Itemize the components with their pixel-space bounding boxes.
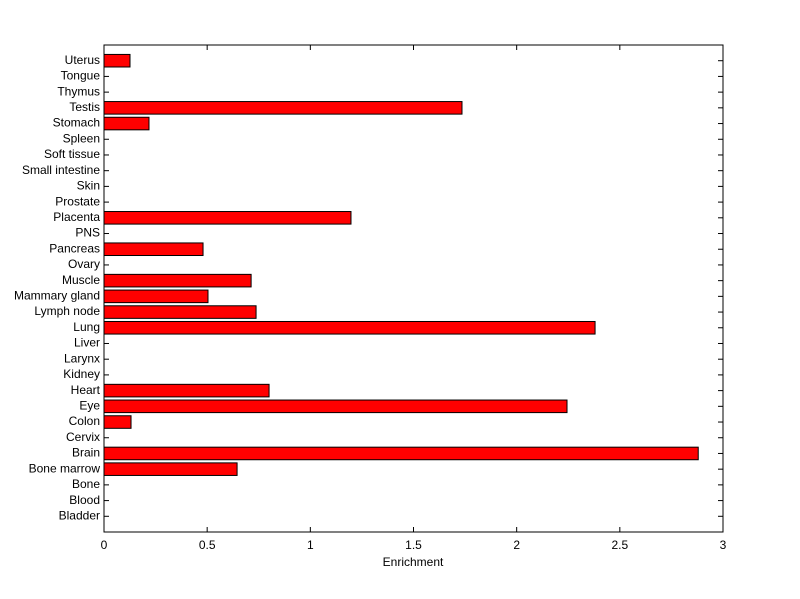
y-tick-label: Skin	[77, 179, 100, 193]
y-tick-label: PNS	[75, 226, 100, 240]
y-tick-label: Liver	[74, 336, 100, 350]
x-tick-label: 3	[720, 538, 727, 552]
y-tick-label: Blood	[69, 493, 100, 507]
y-tick-label: Lung	[73, 320, 100, 334]
x-axis-label: Enrichment	[383, 555, 444, 569]
y-tick-label: Muscle	[62, 273, 100, 287]
bar	[103, 462, 238, 476]
y-tick-label: Bladder	[59, 508, 100, 522]
y-tick-label: Prostate	[55, 194, 100, 208]
y-tick-label: Pancreas	[49, 241, 100, 255]
y-tick-label: Mammary gland	[14, 289, 100, 303]
y-tick-label: Brain	[72, 446, 100, 460]
bar	[103, 320, 596, 335]
bar	[103, 101, 463, 115]
x-tick-label: 1	[307, 538, 314, 552]
x-tick-label: 2.5	[611, 538, 628, 552]
x-tick-label: 2	[513, 538, 520, 552]
y-tick-label: Heart	[71, 383, 101, 397]
y-tick-label: Eye	[79, 398, 100, 412]
x-tick-label: 0	[101, 538, 108, 552]
bar	[103, 211, 352, 225]
y-tick-label: Kidney	[63, 367, 100, 381]
bar	[103, 289, 209, 304]
y-tick-label: Uterus	[65, 53, 100, 67]
bar	[103, 116, 150, 131]
y-tick-label: Tongue	[61, 69, 101, 83]
y-tick-label: Bone	[72, 477, 100, 491]
bar	[103, 242, 204, 257]
y-tick-label: Soft tissue	[44, 147, 100, 161]
y-tick-label: Lymph node	[34, 304, 100, 318]
y-tick-label: Colon	[69, 414, 100, 428]
y-tick-label: Stomach	[53, 116, 100, 130]
y-tick-label: Testis	[69, 100, 100, 114]
bar	[103, 305, 257, 319]
y-tick-label: Thymus	[57, 84, 100, 98]
bar	[103, 53, 131, 68]
bar	[103, 383, 270, 398]
bar	[103, 446, 699, 461]
x-tick-label: 0.5	[199, 538, 216, 552]
y-tick-label: Spleen	[63, 131, 100, 145]
y-tick-label: Bone marrow	[29, 461, 101, 475]
bar	[103, 273, 252, 288]
bar	[103, 399, 568, 414]
y-tick-label: Larynx	[64, 351, 100, 365]
bar	[103, 415, 132, 429]
y-tick-label: Placenta	[53, 210, 100, 224]
y-tick-label: Small intestine	[22, 163, 100, 177]
y-tick-label: Cervix	[66, 430, 100, 444]
y-tick-label: Ovary	[68, 257, 100, 271]
x-tick-label: 1.5	[405, 538, 422, 552]
